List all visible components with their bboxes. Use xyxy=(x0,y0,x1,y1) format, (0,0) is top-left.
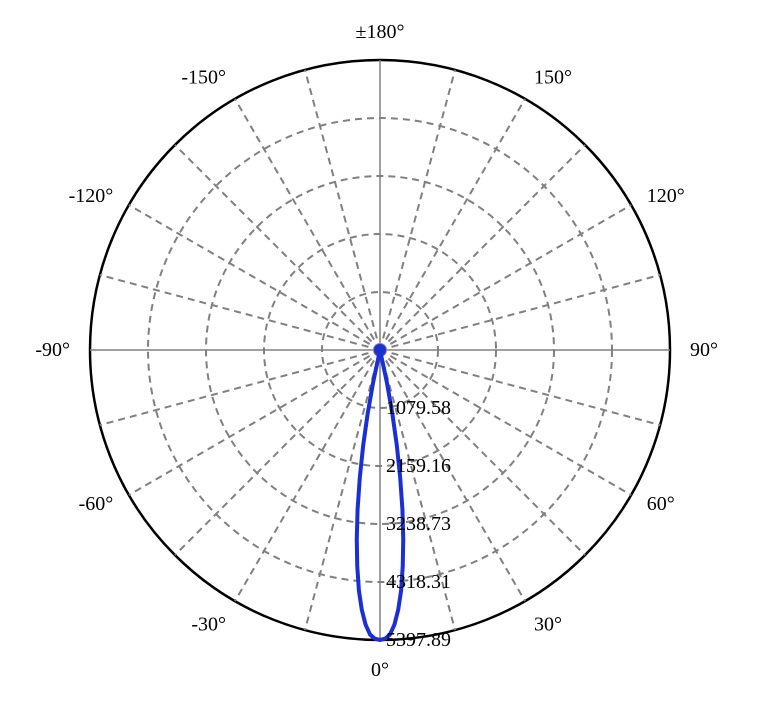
radial-tick-label: 5397.89 xyxy=(386,629,451,651)
radial-tick-label: 2159.16 xyxy=(386,455,451,477)
radial-tick-label: 3238.73 xyxy=(386,513,451,535)
angle-label: -90° xyxy=(35,339,70,361)
angle-label: 90° xyxy=(690,339,718,361)
angle-label: 60° xyxy=(647,493,675,515)
radial-tick-label: 1079.58 xyxy=(386,397,451,419)
angle-label: 0° xyxy=(371,659,389,681)
polar-chart: 1079.58 2159.16 3238.73 4318.31 5397.89 0° 30°… xyxy=(0,0,760,701)
polar-chart-svg: 1079.58 2159.16 3238.73 4318.31 5397.89 0° 30°… xyxy=(0,0,760,701)
angle-label: 30° xyxy=(534,614,562,636)
angle-label: 120° xyxy=(647,185,685,207)
angle-label: -30° xyxy=(191,614,226,636)
center-marker xyxy=(374,344,386,356)
angle-label: -150° xyxy=(181,66,226,88)
radial-tick-label: 4318.31 xyxy=(386,571,451,593)
angle-label: -120° xyxy=(69,185,114,207)
angle-label: 150° xyxy=(534,66,572,88)
angle-label: -60° xyxy=(79,493,114,515)
angle-label: ±180° xyxy=(356,21,405,43)
